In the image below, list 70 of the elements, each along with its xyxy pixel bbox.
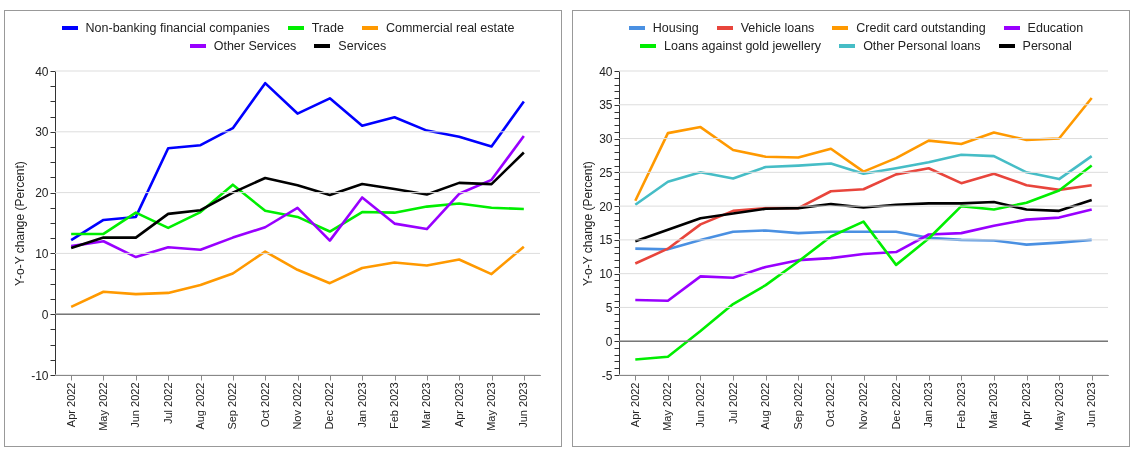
legend-label: Services <box>338 39 387 53</box>
x-tick-label: May 2022 <box>97 382 109 431</box>
x-tick-label: Sep 2022 <box>791 382 804 430</box>
y-tick-label: 30 <box>35 125 49 140</box>
x-tick-label: Feb 2023 <box>388 382 400 429</box>
legend-label: Credit card outstanding <box>856 21 986 35</box>
legend-label: Non-banking financial companies <box>85 21 270 35</box>
x-tick-label: Jul 2022 <box>161 382 174 425</box>
line-series <box>634 208 1093 302</box>
x-tick-label: Aug 2022 <box>194 382 206 430</box>
x-tick-label: Sep 2022 <box>226 382 239 430</box>
x-tick-label: May 2022 <box>661 382 674 431</box>
x-tick-label: Aug 2022 <box>759 382 772 430</box>
y-tick-label: 0 <box>41 307 49 322</box>
x-tick-label: Mar 2023 <box>987 382 1000 429</box>
legend-label: Other Services <box>213 39 297 53</box>
y-tick-label: 20 <box>599 199 613 214</box>
legend-label: Housing <box>652 21 699 35</box>
y-tick-label: 35 <box>599 98 613 113</box>
x-tick-label: Jan 2023 <box>922 382 935 428</box>
x-tick-label: May 2023 <box>1052 382 1065 431</box>
y-axis-title: Y-o-Y change (Percent) <box>581 161 596 286</box>
y-tick-label: 15 <box>599 233 613 248</box>
line-series <box>634 198 1093 243</box>
x-tick-label: Apr 2022 <box>628 382 641 428</box>
x-tick-label: Jun 2022 <box>129 382 142 428</box>
line-series <box>69 151 526 250</box>
x-tick-label: Apr 2022 <box>64 382 77 428</box>
line-series <box>634 164 1093 361</box>
y-tick-label: 30 <box>599 132 613 147</box>
y-tick-label: 40 <box>599 64 613 79</box>
line-series <box>634 153 1093 207</box>
x-tick-label: Apr 2023 <box>1020 382 1032 428</box>
y-tick-label: -5 <box>601 368 613 383</box>
legend-label: Other Personal loans <box>863 39 981 53</box>
x-tick-label: Oct 2022 <box>258 382 271 428</box>
x-tick-label: Jul 2022 <box>726 382 739 425</box>
y-tick-label: 0 <box>605 334 613 349</box>
y-axis-title: Y-o-Y change (Percent) <box>13 161 28 286</box>
y-tick-label: 25 <box>599 165 613 180</box>
line-series <box>634 96 1093 203</box>
y-tick-label: 10 <box>35 246 49 261</box>
line-series <box>69 81 526 242</box>
x-tick-label: Feb 2023 <box>954 382 967 429</box>
x-tick-label: Jan 2023 <box>355 382 368 428</box>
y-tick-label: 10 <box>599 267 613 282</box>
legend-label: Education <box>1027 21 1084 35</box>
x-tick-label: Nov 2022 <box>857 382 869 430</box>
legend-label: Trade <box>311 21 344 35</box>
x-tick-label: Apr 2023 <box>452 382 465 428</box>
x-tick-label: Dec 2022 <box>889 382 902 430</box>
legend-label: Vehicle loans <box>740 21 815 35</box>
x-tick-label: Dec 2022 <box>323 382 336 430</box>
x-tick-label: Mar 2023 <box>420 382 433 429</box>
x-tick-label: Oct 2022 <box>824 382 837 428</box>
x-tick-label: Jun 2023 <box>1085 382 1098 428</box>
x-tick-label: May 2023 <box>485 382 497 431</box>
legend-label: Personal <box>1022 39 1072 53</box>
line-series <box>69 134 526 259</box>
line-series <box>69 245 526 309</box>
y-tick-label: 20 <box>35 186 49 201</box>
x-tick-label: Jun 2022 <box>694 382 706 428</box>
y-tick-label: 40 <box>35 64 49 79</box>
y-tick-label: 5 <box>605 300 613 315</box>
legend-label: Loans against gold jewellery <box>664 39 822 53</box>
legend-label: Commercial real estate <box>385 21 515 35</box>
y-tick-label: -10 <box>31 368 49 383</box>
x-tick-label: Jun 2023 <box>517 382 530 428</box>
line-series <box>69 183 526 236</box>
x-tick-label: Nov 2022 <box>291 382 303 430</box>
